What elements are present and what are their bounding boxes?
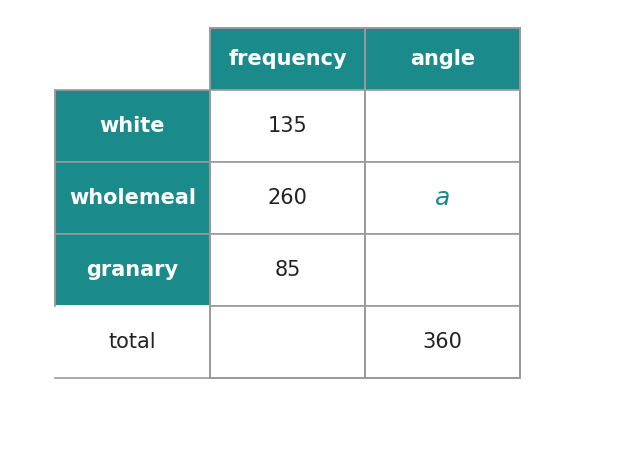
Text: 260: 260 xyxy=(268,188,307,208)
Text: angle: angle xyxy=(410,49,475,69)
Bar xyxy=(55,306,210,378)
Bar xyxy=(365,90,520,162)
Text: 85: 85 xyxy=(275,260,301,280)
Text: total: total xyxy=(109,332,156,352)
Bar xyxy=(210,306,365,378)
Bar xyxy=(55,234,210,306)
Bar xyxy=(210,90,365,162)
Text: 360: 360 xyxy=(422,332,463,352)
Text: frequency: frequency xyxy=(228,49,347,69)
Bar xyxy=(55,162,210,234)
Text: granary: granary xyxy=(86,260,179,280)
Bar xyxy=(365,306,520,378)
Bar xyxy=(55,28,210,90)
Bar xyxy=(210,234,365,306)
Text: a: a xyxy=(435,186,450,210)
Text: 135: 135 xyxy=(268,116,307,136)
Bar xyxy=(365,28,520,90)
Bar xyxy=(210,162,365,234)
Bar xyxy=(210,28,365,90)
Bar xyxy=(55,90,210,162)
Bar xyxy=(365,162,520,234)
Text: wholemeal: wholemeal xyxy=(69,188,196,208)
Bar xyxy=(365,234,520,306)
Text: white: white xyxy=(100,116,165,136)
